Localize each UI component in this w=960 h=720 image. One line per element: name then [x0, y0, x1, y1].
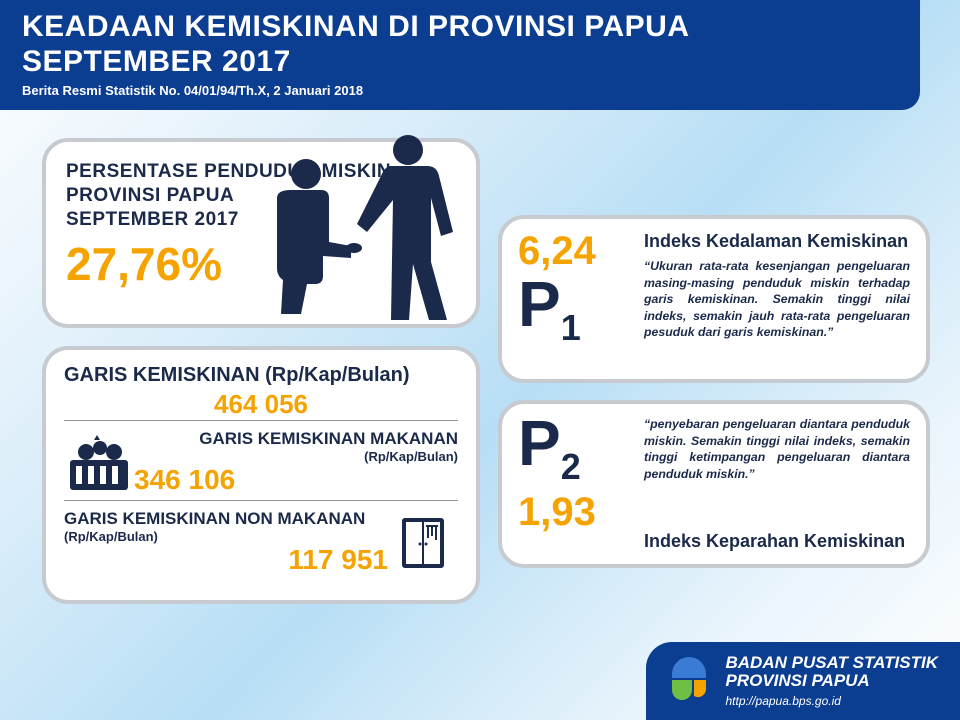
footer-url: http://papua.bps.go.id — [726, 694, 939, 708]
gk-food-title: GARIS KEMISKINAN MAKANAN — [134, 429, 458, 449]
bps-logo-icon — [664, 656, 714, 706]
wardrobe-icon — [388, 514, 458, 572]
gk-title: GARIS KEMISKINAN (Rp/Kap/Bulan) — [64, 364, 458, 387]
card-poverty-line: GARIS KEMISKINAN (Rp/Kap/Bulan) 464 056 … — [42, 346, 480, 604]
p1-value: 6,24 — [518, 231, 638, 271]
footer-org1: BADAN PUSAT STATISTIK — [726, 654, 939, 673]
p2-left: P2 1,93 — [518, 416, 638, 552]
gk-food-row: GARIS KEMISKINAN MAKANAN (Rp/Kap/Bulan) … — [64, 420, 458, 500]
gk-total-value: 464 056 — [64, 389, 458, 420]
gk-food-value: 346 106 — [134, 464, 458, 496]
gk-nonfood-row: GARIS KEMISKINAN NON MAKANAN (Rp/Kap/Bul… — [64, 500, 458, 580]
p1-symbol: P1 — [518, 277, 638, 343]
header-subtitle: Berita Resmi Statistik No. 04/01/94/Th.X… — [22, 83, 898, 98]
gk-nonfood-value: 117 951 — [64, 544, 388, 576]
headline-l2: PROVINSI PAPUA — [66, 185, 234, 206]
gk-nonfood-title: GARIS KEMISKINAN NON MAKANAN — [64, 509, 388, 529]
p2-symbol: P2 — [518, 416, 638, 482]
p2-value: 1,93 — [518, 492, 638, 532]
card-p1: 6,24 P1 Indeks Kedalaman Kemiskinan “Uku… — [498, 215, 930, 383]
footer-text: BADAN PUSAT STATISTIK PROVINSI PAPUA htt… — [726, 654, 939, 708]
footer-org2: PROVINSI PAPUA — [726, 672, 939, 691]
title-line1: KEADAAN KEMISKINAN DI PROVINSI PAPUA — [22, 10, 690, 43]
p2-title: Indeks Keparahan Kemiskinan — [644, 531, 910, 552]
gk-nonfood-unit: (Rp/Kap/Bulan) — [64, 529, 388, 544]
header-bar: KEADAAN KEMISKINAN DI PROVINSI PAPUA SEP… — [0, 0, 920, 110]
gk-food-unit: (Rp/Kap/Bulan) — [134, 449, 458, 464]
footer-badge: BADAN PUSAT STATISTIK PROVINSI PAPUA htt… — [646, 642, 960, 720]
card-headline: PERSENTASE PENDUDUK MISKIN PROVINSI PAPU… — [42, 138, 480, 328]
card-p2: P2 1,93 “penyebaran pengeluaran diantara… — [498, 400, 930, 568]
headline-l3: SEPTEMBER 2017 — [66, 209, 239, 230]
title-line2: SEPTEMBER 2017 — [22, 45, 291, 78]
poverty-icon — [258, 130, 468, 330]
p1-right: Indeks Kedalaman Kemiskinan “Ukuran rata… — [638, 231, 910, 367]
food-crate-icon — [64, 434, 134, 492]
p1-left: 6,24 P1 — [518, 231, 638, 367]
p1-title: Indeks Kedalaman Kemiskinan — [644, 231, 910, 252]
page-title: KEADAAN KEMISKINAN DI PROVINSI PAPUA SEP… — [22, 10, 898, 79]
p2-right: “penyebaran pengeluaran diantara pendudu… — [638, 416, 910, 552]
p2-desc: “penyebaran pengeluaran diantara pendudu… — [644, 416, 910, 482]
p1-desc: “Ukuran rata-rata kesenjangan pengeluara… — [644, 258, 910, 341]
